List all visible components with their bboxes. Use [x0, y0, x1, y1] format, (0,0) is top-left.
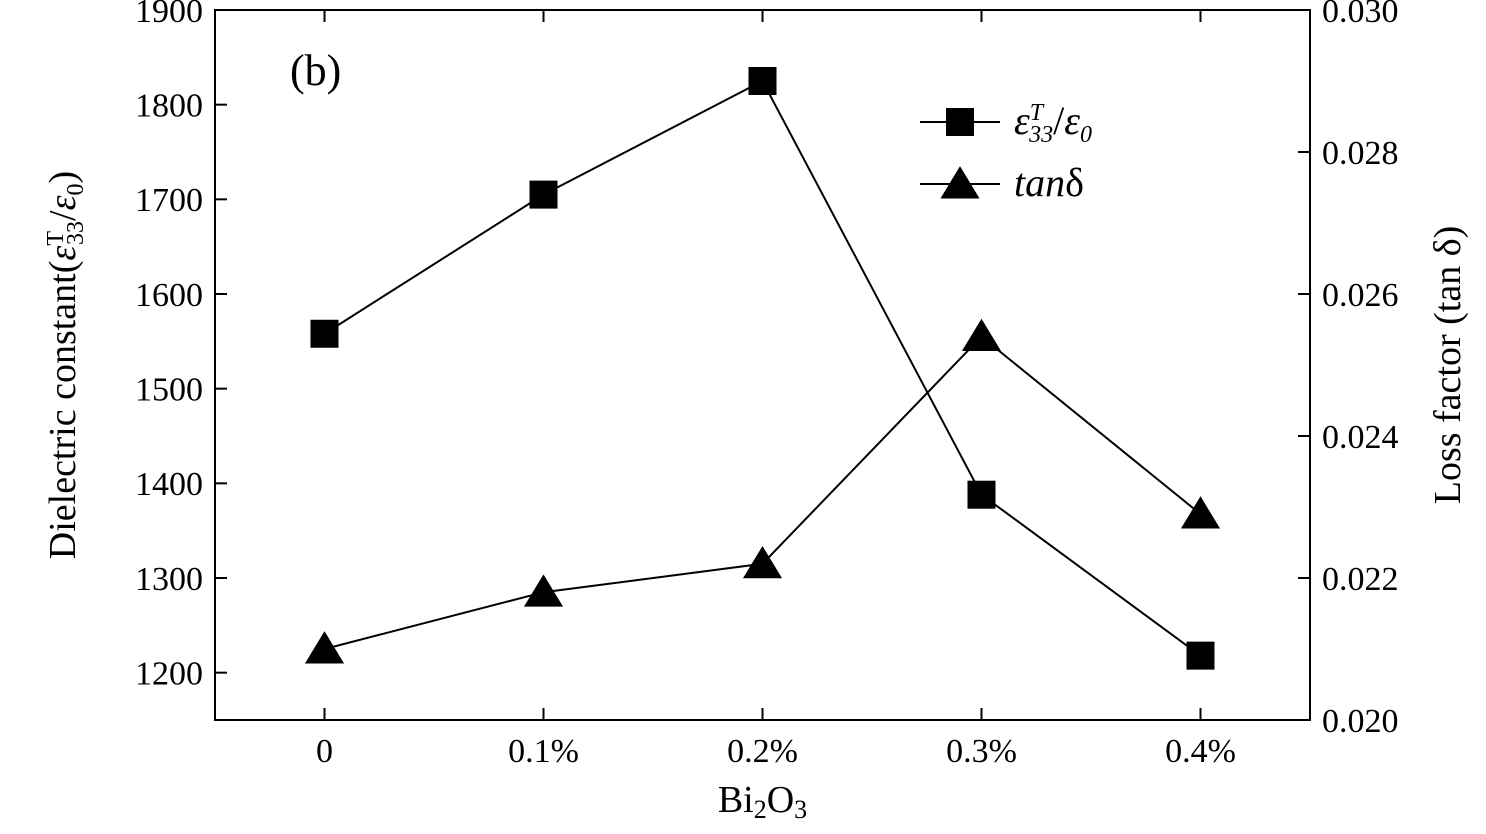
y-left-tick-label: 1700: [135, 182, 203, 219]
y-right-tick-label: 0.022: [1322, 561, 1399, 598]
chart-svg: 00.1%0.2%0.3%0.4%Bi2O3120013001400150016…: [0, 0, 1486, 834]
y-left-tick-label: 1800: [135, 88, 203, 125]
x-tick-label: 0.3%: [946, 733, 1017, 770]
y-left-tick-label: 1900: [135, 0, 203, 30]
y-right-axis-label: Loss factor (tan δ): [1427, 226, 1469, 505]
y-right-tick-label: 0.024: [1322, 419, 1399, 456]
y-right-tick-label: 0.030: [1322, 0, 1399, 30]
x-tick-label: 0.1%: [508, 733, 579, 770]
y-left-tick-label: 1300: [135, 561, 203, 598]
y-right-tick-label: 0.028: [1322, 135, 1399, 172]
y-left-tick-label: 1600: [135, 277, 203, 314]
x-tick-label: 0: [316, 733, 333, 770]
x-tick-label: 0.2%: [727, 733, 798, 770]
chart-background: [0, 0, 1486, 834]
legend-label: tanδ: [1014, 160, 1084, 205]
y-right-tick-label: 0.026: [1322, 277, 1399, 314]
panel-label: (b): [290, 46, 341, 95]
y-right-tick-label: 0.020: [1322, 703, 1399, 740]
x-tick-label: 0.4%: [1165, 733, 1236, 770]
y-left-tick-label: 1400: [135, 466, 203, 503]
chart-container: 00.1%0.2%0.3%0.4%Bi2O3120013001400150016…: [0, 0, 1486, 834]
y-left-tick-label: 1500: [135, 372, 203, 409]
y-left-tick-label: 1200: [135, 656, 203, 693]
